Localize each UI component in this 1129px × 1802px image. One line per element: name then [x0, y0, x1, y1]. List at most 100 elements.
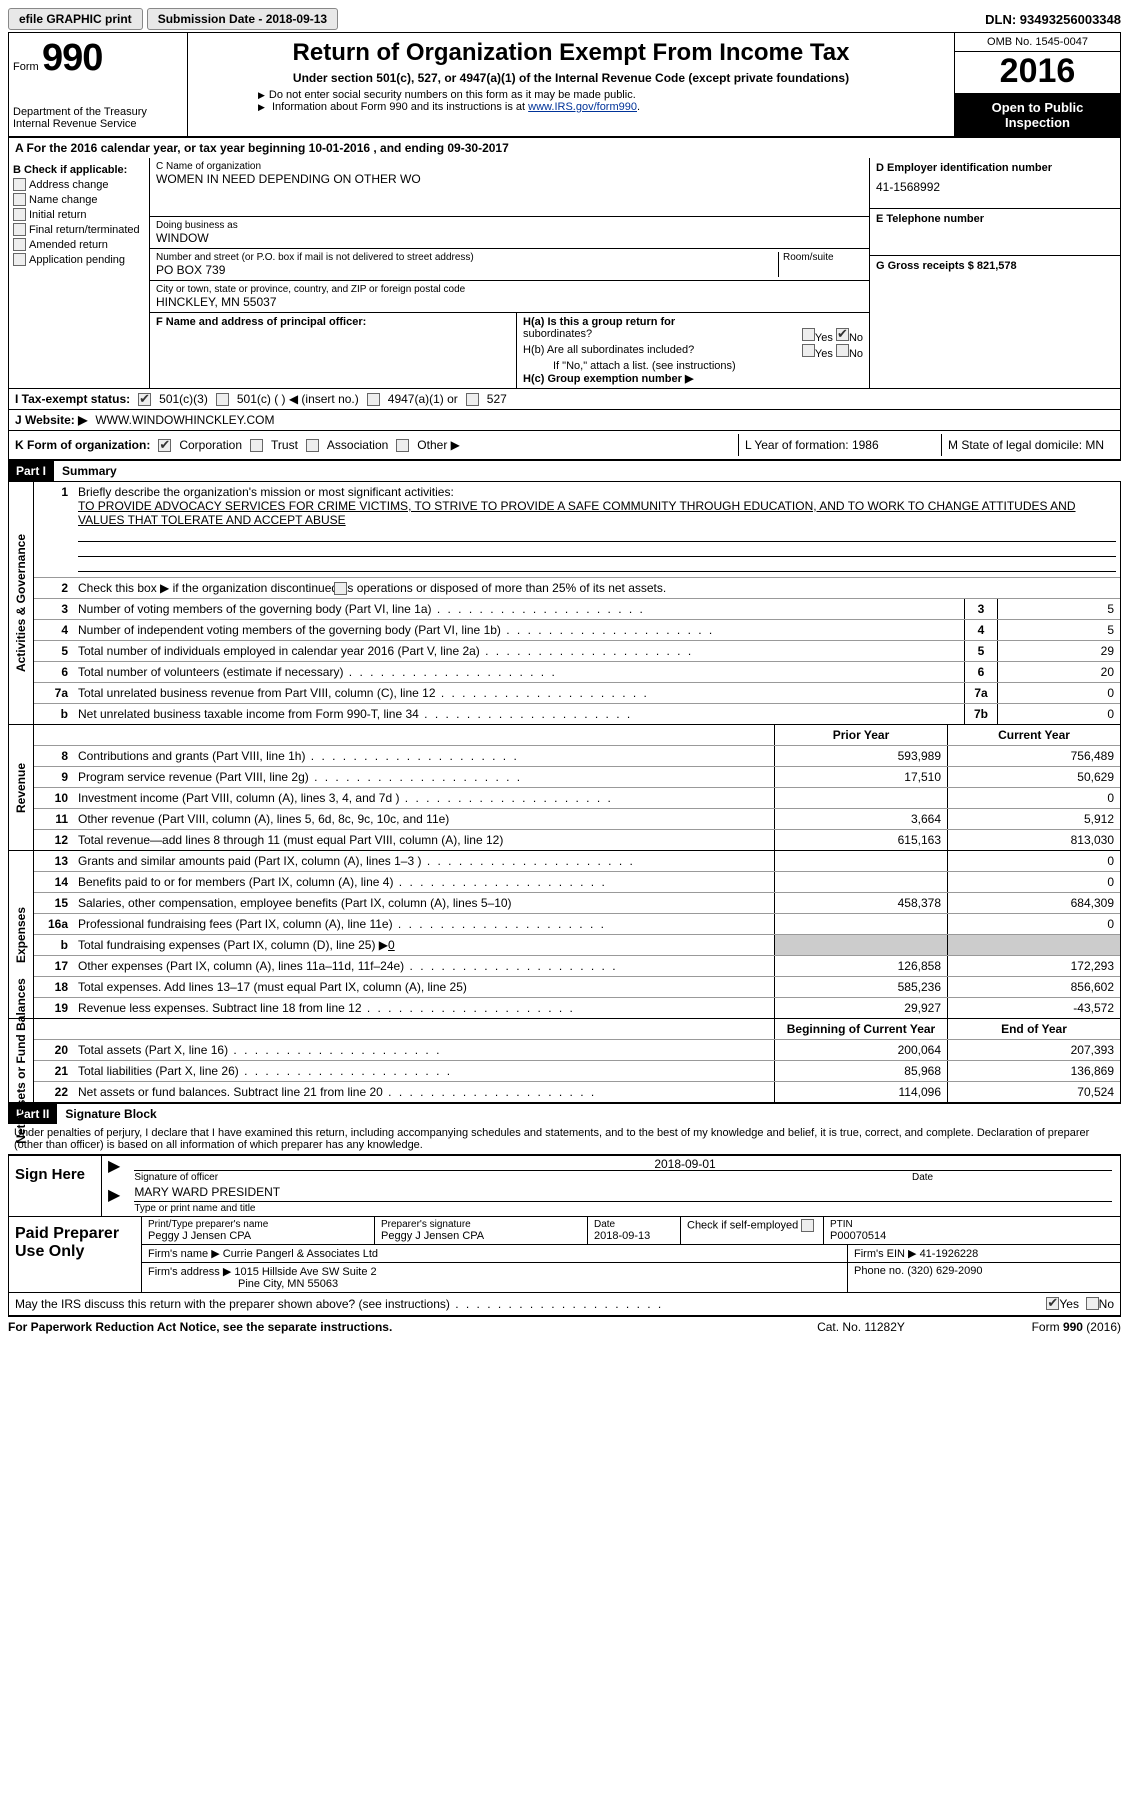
- prep-name-label: Print/Type preparer's name: [148, 1219, 368, 1230]
- label-amended-return: Amended return: [29, 239, 108, 251]
- p12: 615,163: [774, 830, 947, 850]
- side-activities: Activities & Governance: [9, 482, 34, 724]
- form-header: Form 990 Department of the Treasury Inte…: [8, 32, 1121, 138]
- check-association[interactable]: [306, 439, 319, 452]
- check-501c[interactable]: [216, 393, 229, 406]
- v7a: 0: [997, 683, 1120, 703]
- check-other[interactable]: [396, 439, 409, 452]
- label-final-return: Final return/terminated: [29, 224, 140, 236]
- check-final-return[interactable]: [13, 223, 26, 236]
- check-501c3[interactable]: [138, 393, 151, 406]
- gross-receipts: G Gross receipts $ 821,578: [876, 260, 1114, 272]
- check-527[interactable]: [466, 393, 479, 406]
- l22: Net assets or fund balances. Subtract li…: [74, 1082, 774, 1102]
- check-application-pending[interactable]: [13, 253, 26, 266]
- sig-officer-label: Signature of officer: [134, 1172, 912, 1183]
- l7a: Total unrelated business revenue from Pa…: [74, 683, 964, 703]
- l8: Contributions and grants (Part VIII, lin…: [74, 746, 774, 766]
- dln-label: DLN: 93493256003348: [985, 12, 1121, 27]
- i-label: I Tax-exempt status:: [15, 392, 130, 406]
- label-name-change: Name change: [29, 194, 98, 206]
- ha-no: No: [849, 332, 863, 344]
- discuss-no: No: [1099, 1297, 1114, 1311]
- l7b: Net unrelated business taxable income fr…: [74, 704, 964, 724]
- irs-label: Internal Revenue Service: [13, 118, 183, 130]
- firm-addr-label: Firm's address ▶: [148, 1266, 231, 1278]
- p16a: [774, 914, 947, 934]
- efile-print-button[interactable]: efile GRAPHIC print: [8, 8, 143, 30]
- prep-date-label: Date: [594, 1219, 674, 1230]
- l2: Check this box ▶ if the organization dis…: [74, 578, 1120, 598]
- check-amended-return[interactable]: [13, 238, 26, 251]
- part1-title: Summary: [54, 464, 117, 478]
- l12: Total revenue—add lines 8 through 11 (mu…: [74, 830, 774, 850]
- c19: -43,572: [947, 998, 1120, 1018]
- l16b: Total fundraising expenses (Part IX, col…: [74, 935, 774, 955]
- sig-date-label: Date: [912, 1172, 933, 1183]
- check-initial-return[interactable]: [13, 208, 26, 221]
- v6: 20: [997, 662, 1120, 682]
- c10: 0: [947, 788, 1120, 808]
- hb-no-check[interactable]: [836, 344, 849, 357]
- irs-link[interactable]: www.IRS.gov/form990: [528, 101, 637, 113]
- l18: Total expenses. Add lines 13–17 (must eq…: [74, 977, 774, 997]
- discuss-yes-check[interactable]: [1046, 1297, 1059, 1310]
- ha-label: H(a) Is this a group return for: [523, 316, 863, 328]
- check-name-change[interactable]: [13, 193, 26, 206]
- ha-yes-check[interactable]: [802, 328, 815, 341]
- l6: Total number of volunteers (estimate if …: [74, 662, 964, 682]
- row-i: I Tax-exempt status: 501(c)(3) 501(c) ( …: [8, 389, 1121, 410]
- c17: 172,293: [947, 956, 1120, 976]
- check-corporation[interactable]: [158, 439, 171, 452]
- c16b: [947, 935, 1120, 955]
- dept-label: Department of the Treasury: [13, 106, 183, 118]
- l21: Total liabilities (Part X, line 26): [74, 1061, 774, 1081]
- l16b-val: 0: [388, 938, 395, 952]
- ha-no-check[interactable]: [836, 328, 849, 341]
- l13: Grants and similar amounts paid (Part IX…: [74, 851, 774, 871]
- c8: 756,489: [947, 746, 1120, 766]
- l4: Number of independent voting members of …: [74, 620, 964, 640]
- sign-here-label: Sign Here: [9, 1156, 102, 1216]
- l5: Total number of individuals employed in …: [74, 641, 964, 661]
- label-address-change: Address change: [29, 179, 109, 191]
- opt-4947: 4947(a)(1) or: [388, 392, 458, 406]
- check-address-change[interactable]: [13, 178, 26, 191]
- ptin-label: PTIN: [830, 1219, 1114, 1230]
- c22: 70,524: [947, 1082, 1120, 1102]
- discuss-yes: Yes: [1059, 1297, 1079, 1311]
- l3: Number of voting members of the governin…: [74, 599, 964, 619]
- c13: 0: [947, 851, 1120, 871]
- p21: 85,968: [774, 1061, 947, 1081]
- v4: 5: [997, 620, 1120, 640]
- l16a: Professional fundraising fees (Part IX, …: [74, 914, 774, 934]
- c16a: 0: [947, 914, 1120, 934]
- city-value: HINCKLEY, MN 55037: [156, 295, 863, 309]
- hb-yes-check[interactable]: [802, 344, 815, 357]
- m-state: M State of legal domicile: MN: [941, 434, 1114, 456]
- side-revenue: Revenue: [9, 725, 34, 850]
- check-4947[interactable]: [367, 393, 380, 406]
- check-discontinued[interactable]: [334, 582, 347, 595]
- discuss-no-check[interactable]: [1086, 1297, 1099, 1310]
- hb-yes: Yes: [815, 348, 833, 360]
- firm-ein-label: Firm's EIN ▶: [854, 1248, 917, 1260]
- v5: 29: [997, 641, 1120, 661]
- check-trust[interactable]: [250, 439, 263, 452]
- submission-date-button[interactable]: Submission Date - 2018-09-13: [147, 8, 338, 30]
- p11: 3,664: [774, 809, 947, 829]
- l10: Investment income (Part VIII, column (A)…: [74, 788, 774, 808]
- firm-addr2: Pine City, MN 55063: [148, 1278, 338, 1290]
- note-ssn: Do not enter social security numbers on …: [258, 89, 944, 101]
- j-label: J Website: ▶: [15, 413, 87, 427]
- l15: Salaries, other compensation, employee b…: [74, 893, 774, 913]
- form-number: 990: [42, 37, 102, 79]
- opt-trust: Trust: [271, 438, 298, 452]
- side-net-assets: Net Assets or Fund Balances: [9, 1019, 34, 1102]
- opt-association: Association: [327, 438, 388, 452]
- discuss-label: May the IRS discuss this return with the…: [15, 1297, 1046, 1311]
- form-subtitle: Under section 501(c), 527, or 4947(a)(1)…: [198, 71, 944, 85]
- check-self-employed[interactable]: [801, 1219, 814, 1232]
- footer-right: Form 990 (2016): [961, 1320, 1121, 1334]
- hb-no: No: [849, 348, 863, 360]
